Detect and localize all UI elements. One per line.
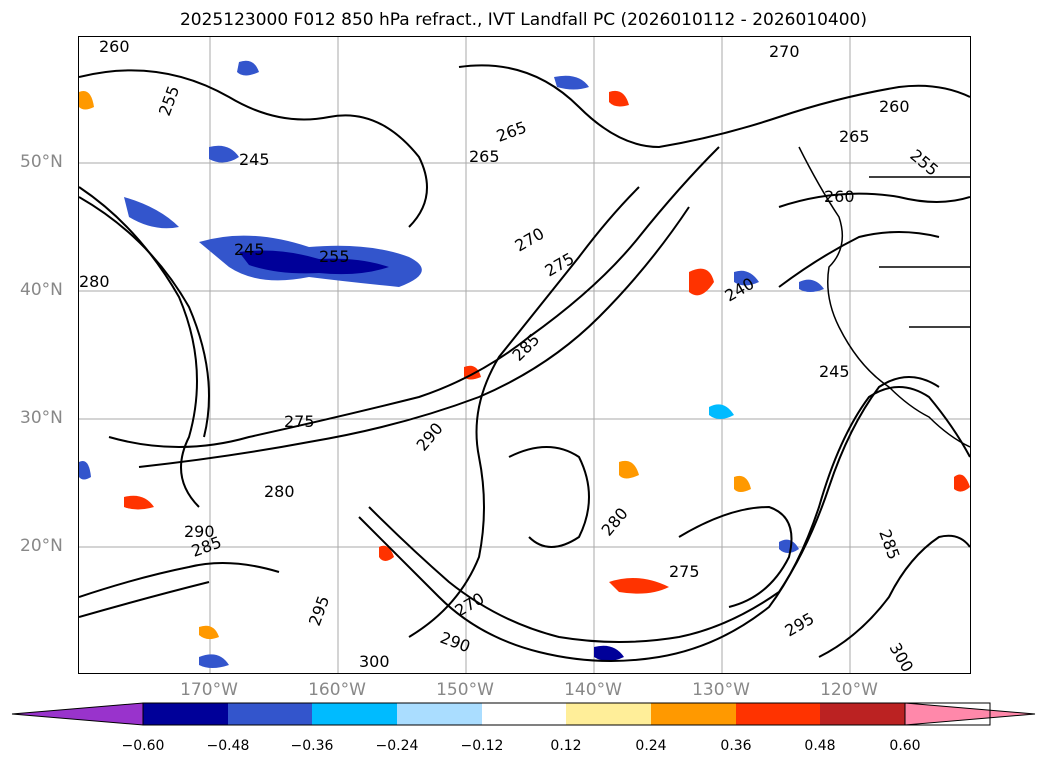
contour-label: 300	[886, 640, 918, 674]
contour-label: 265	[469, 147, 500, 166]
colorbar-segment	[312, 703, 397, 725]
refractivity-contours	[79, 64, 970, 662]
colorbar-segments	[11, 702, 1036, 726]
contour-label: 280	[79, 272, 110, 291]
lon-label: 150°W	[436, 680, 494, 700]
contour-label: 260	[99, 37, 130, 56]
colorbar-tick: 0.24	[635, 738, 667, 754]
colorbar-tick: 0.60	[889, 738, 921, 754]
colorbar-segment	[482, 703, 566, 725]
lon-label: 170°W	[180, 680, 238, 700]
contour-label: 270	[769, 42, 800, 61]
contour-label-group: 260 255 245 245 255 265 265 270 270 275 …	[79, 37, 942, 673]
lon-label: 130°W	[692, 680, 750, 700]
contour-label: 295	[782, 609, 818, 641]
colorbar-segment	[566, 703, 651, 725]
colorbar-tick: 0.48	[804, 738, 836, 754]
contour-label: 290	[413, 419, 447, 455]
lat-label: 40°N	[20, 280, 63, 300]
contour-label: 270	[512, 224, 548, 256]
contour-label: 245	[234, 240, 265, 259]
colorbar-segment	[143, 703, 228, 725]
colorbar-outline	[142, 702, 991, 726]
contour-label: 290	[184, 522, 215, 541]
contour-label: 275	[284, 412, 315, 431]
contour-label: 275	[542, 249, 578, 281]
map-title: 2025123000 F012 850 hPa refract., IVT La…	[179, 10, 867, 30]
colorbar-tick: −0.48	[206, 738, 250, 754]
colorbar	[11, 702, 1036, 726]
contour-label: 295	[305, 593, 333, 628]
lat-label: 50°N	[20, 152, 63, 172]
colorbar-segment	[736, 703, 820, 725]
contour-label: 265	[494, 117, 529, 145]
lon-label: 140°W	[564, 680, 622, 700]
contour-label: 245	[239, 150, 270, 169]
contour-label: 260	[824, 187, 855, 206]
map-panel: 260 255 245 245 255 265 265 270 270 275 …	[78, 36, 971, 674]
coastline	[798, 146, 970, 448]
contour-map: 260 255 245 245 255 265 265 270 270 275 …	[79, 37, 970, 673]
contour-label: 290	[438, 628, 473, 656]
contour-label: 280	[264, 482, 295, 501]
lat-label: 30°N	[20, 408, 63, 428]
contour-label: 265	[839, 127, 870, 146]
negative-shading	[79, 60, 824, 668]
positive-shading	[79, 90, 970, 640]
colorbar-segment	[651, 703, 736, 725]
colorbar-tick: −0.12	[460, 738, 504, 754]
colorbar-tick: −0.24	[375, 738, 419, 754]
contour-label: 270	[452, 589, 488, 621]
contour-label: 285	[875, 527, 903, 562]
contour-label: 255	[906, 146, 942, 180]
contour-label: 285	[508, 330, 543, 365]
contour-label: 280	[598, 504, 632, 540]
contour-label: 255	[155, 83, 183, 118]
colorbar-segment	[228, 703, 312, 725]
colorbar-segment	[397, 703, 482, 725]
colorbar-tick: 0.36	[720, 738, 752, 754]
contour-label: 260	[879, 97, 910, 116]
lat-label: 20°N	[20, 536, 63, 556]
graticule	[79, 37, 970, 673]
contour-label: 255	[319, 247, 350, 266]
colorbar-extend-min	[11, 702, 144, 726]
colorbar-tick: −0.36	[290, 738, 334, 754]
colorbar-segment	[820, 703, 905, 725]
contour-label: 300	[359, 652, 390, 671]
colorbar-tick: 0.12	[550, 738, 582, 754]
colorbar-extend-max	[904, 702, 1036, 726]
contour-label: 275	[669, 562, 700, 581]
colorbar-tick: −0.60	[121, 738, 165, 754]
lon-label: 160°W	[308, 680, 366, 700]
lon-label: 120°W	[820, 680, 878, 700]
contour-label: 245	[819, 362, 850, 381]
